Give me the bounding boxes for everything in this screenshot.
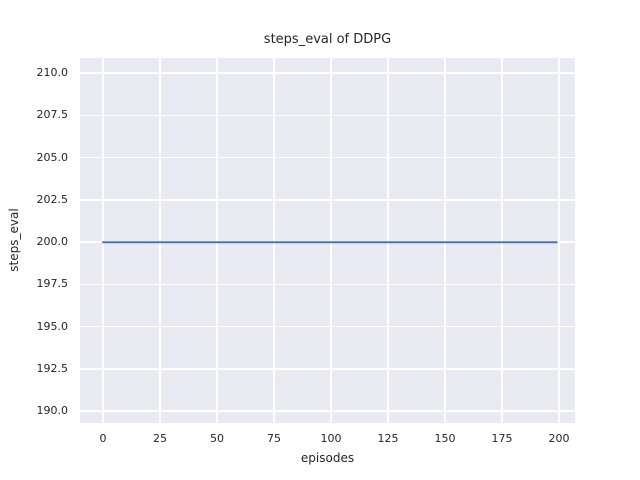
x-tick-label: 125: [377, 432, 399, 445]
x-tick-label: 75: [267, 432, 282, 445]
y-tick-label: 192.5: [36, 361, 69, 375]
y-gridline: [80, 410, 575, 412]
x-tick-label: 50: [210, 432, 225, 445]
x-tick-label: 100: [320, 432, 342, 445]
y-gridline: [80, 156, 575, 159]
x-gridline: [330, 58, 332, 423]
y-tick-label: 202.5: [36, 192, 69, 206]
y-tick-label: 200.0: [36, 235, 69, 249]
chart-title: steps_eval of DDPG: [263, 32, 392, 47]
x-tick-label: 150: [434, 432, 456, 445]
x-axis-label: episodes: [300, 451, 355, 465]
x-gridline: [159, 58, 161, 423]
y-tick-label: 195.0: [36, 319, 69, 333]
y-tick-label: 207.5: [36, 108, 69, 122]
y-gridline: [80, 325, 575, 328]
y-gridline: [80, 114, 575, 117]
y-tick-label: 205.0: [36, 150, 69, 164]
y-tick-label: 210.0: [36, 66, 69, 80]
y-tick-label: 197.5: [36, 277, 69, 291]
x-gridline: [387, 58, 389, 423]
x-gridline: [216, 58, 218, 423]
x-gridline: [102, 58, 104, 423]
y-gridline: [80, 72, 575, 74]
data-series-line: [102, 241, 558, 244]
y-gridline: [80, 283, 575, 286]
x-tick-label: 200: [548, 432, 570, 445]
plot-area: [80, 58, 575, 423]
x-gridline: [501, 58, 503, 423]
x-gridline: [558, 58, 560, 423]
x-tick-label: 175: [491, 432, 513, 445]
x-tick-label: 0: [99, 432, 107, 445]
x-gridline: [273, 58, 275, 423]
y-gridline: [80, 368, 575, 370]
x-gridline: [444, 58, 446, 423]
y-tick-label: 190.0: [36, 404, 69, 418]
x-tick-label: 25: [153, 432, 168, 445]
y-gridline: [80, 199, 575, 201]
